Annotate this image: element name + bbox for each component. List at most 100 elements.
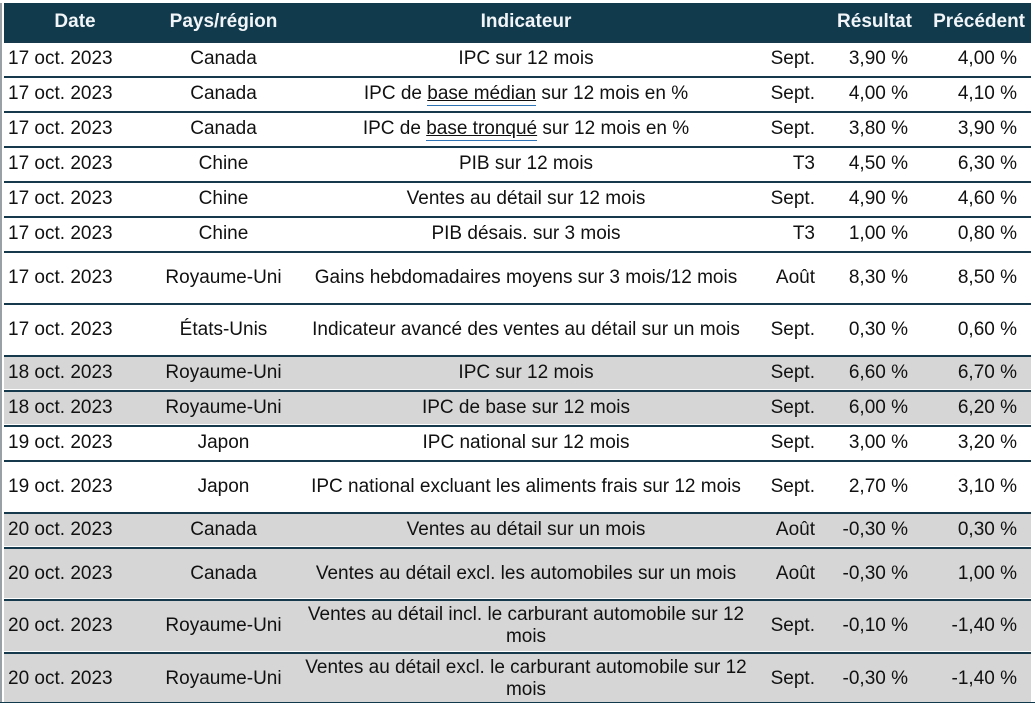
cell-result: -0,30 % (823, 547, 918, 600)
cell-indicator: IPC national excluant les aliments frais… (301, 460, 751, 513)
cell-previous: 8,50 % (918, 251, 1031, 304)
cell-result: 0,30 % (823, 303, 918, 356)
table-body: 17 oct. 2023 Canada IPC sur 12 mois Sept. 3,… (4, 41, 1031, 703)
cell-date: 17 oct. 2023 (4, 216, 146, 252)
cell-date: 17 oct. 2023 (4, 111, 146, 147)
cell-date: 20 oct. 2023 (4, 599, 146, 653)
table-row: 17 oct. 2023 Canada IPC de base médian sur… (4, 76, 1031, 112)
cell-period: Sept. (751, 651, 823, 703)
cell-period: Sept. (751, 425, 823, 461)
indicator-link[interactable]: base tronqué (426, 118, 538, 142)
cell-region: Canada (146, 512, 301, 548)
cell-indicator: IPC de base sur 12 mois (301, 390, 751, 426)
cell-region: États-Unis (146, 303, 301, 356)
cell-previous: 0,80 % (918, 216, 1031, 252)
cell-result: 3,00 % (823, 425, 918, 461)
cell-result: 3,90 % (823, 41, 918, 77)
cell-date: 17 oct. 2023 (4, 146, 146, 182)
cell-previous: 6,30 % (918, 146, 1031, 182)
cell-period: Août (751, 547, 823, 600)
cell-indicator: Ventes au détail sur un mois (301, 512, 751, 548)
cell-date: 19 oct. 2023 (4, 425, 146, 461)
cell-date: 18 oct. 2023 (4, 390, 146, 426)
cell-result: 6,60 % (823, 355, 918, 391)
cell-previous: 3,20 % (918, 425, 1031, 461)
cell-previous: 3,10 % (918, 460, 1031, 513)
cell-period: Sept. (751, 599, 823, 653)
cell-date: 20 oct. 2023 (4, 651, 146, 703)
table-row: 19 oct. 2023 Japon IPC national sur 12 moi… (4, 425, 1031, 461)
cell-date: 17 oct. 2023 (4, 303, 146, 356)
cell-region: Chine (146, 216, 301, 252)
cell-result: 8,30 % (823, 251, 918, 304)
cell-result: -0,30 % (823, 512, 918, 548)
cell-indicator: IPC sur 12 mois (301, 41, 751, 77)
cell-period: Sept. (751, 390, 823, 426)
cell-indicator: Ventes au détail excl. le carburant auto… (301, 651, 751, 703)
cell-date: 18 oct. 2023 (4, 355, 146, 391)
cell-previous: 6,70 % (918, 355, 1031, 391)
column-header-date: Date (4, 3, 146, 42)
cell-period: Sept. (751, 111, 823, 147)
column-header-indicator: Indicateur (301, 3, 751, 42)
column-header-result: Résultat (823, 3, 918, 42)
table-row: 17 oct. 2023 États-Unis Indicateur avancé … (4, 303, 1031, 356)
table-row: 18 oct. 2023 Royaume-Uni IPC de base sur 1… (4, 390, 1031, 426)
cell-previous: 6,20 % (918, 390, 1031, 426)
table-row: 19 oct. 2023 Japon IPC national excluant l… (4, 460, 1031, 513)
page-left-edge (0, 3, 2, 703)
table-row: 20 oct. 2023 Canada Ventes au détail sur u… (4, 512, 1031, 548)
cell-date: 17 oct. 2023 (4, 41, 146, 77)
cell-period: Sept. (751, 41, 823, 77)
cell-indicator: Ventes au détail excl. les automobiles s… (301, 547, 751, 600)
table-row: 17 oct. 2023 Royaume-Uni Gains hebdomadair… (4, 251, 1031, 304)
cell-indicator: IPC sur 12 mois (301, 355, 751, 391)
cell-region: Canada (146, 111, 301, 147)
cell-result: -0,30 % (823, 651, 918, 703)
cell-previous: 1,00 % (918, 547, 1031, 600)
cell-period: Août (751, 512, 823, 548)
cell-previous: 3,90 % (918, 111, 1031, 147)
cell-date: 20 oct. 2023 (4, 512, 146, 548)
cell-previous: -1,40 % (918, 651, 1031, 703)
cell-region: Royaume-Uni (146, 390, 301, 426)
table-row: 17 oct. 2023 Canada IPC sur 12 mois Sept. 3,… (4, 41, 1031, 77)
indicator-link[interactable]: base médian (427, 83, 537, 107)
cell-result: 4,50 % (823, 146, 918, 182)
cell-region: Royaume-Uni (146, 651, 301, 703)
cell-period: T3 (751, 146, 823, 182)
cell-region: Chine (146, 146, 301, 182)
cell-period: Août (751, 251, 823, 304)
cell-indicator: Ventes au détail incl. le carburant auto… (301, 599, 751, 653)
cell-region: Royaume-Uni (146, 599, 301, 653)
table-row: 17 oct. 2023 Chine PIB désais. sur 3 mois T… (4, 216, 1031, 252)
cell-period: Sept. (751, 355, 823, 391)
table-row: 17 oct. 2023 Canada IPC de base tronqué su… (4, 111, 1031, 147)
cell-region: Japon (146, 425, 301, 461)
cell-period: Sept. (751, 181, 823, 217)
table-row: 17 oct. 2023 Chine Ventes au détail sur 12… (4, 181, 1031, 217)
cell-period: Sept. (751, 303, 823, 356)
cell-date: 20 oct. 2023 (4, 547, 146, 600)
cell-result: -0,10 % (823, 599, 918, 653)
cell-region: Royaume-Uni (146, 251, 301, 304)
cell-region: Japon (146, 460, 301, 513)
cell-region: Canada (146, 41, 301, 77)
cell-indicator: PIB désais. sur 3 mois (301, 216, 751, 252)
cell-period: Sept. (751, 460, 823, 513)
cell-previous: 4,60 % (918, 181, 1031, 217)
cell-date: 17 oct. 2023 (4, 181, 146, 217)
table-row: 20 oct. 2023 Royaume-Uni Ventes au détail … (4, 651, 1031, 703)
cell-indicator: IPC de base médian sur 12 mois en % (301, 76, 751, 112)
cell-region: Chine (146, 181, 301, 217)
cell-date: 19 oct. 2023 (4, 460, 146, 513)
cell-region: Royaume-Uni (146, 355, 301, 391)
column-header-previous: Précédent (918, 3, 1031, 42)
cell-result: 6,00 % (823, 390, 918, 426)
cell-indicator: IPC de base tronqué sur 12 mois en % (301, 111, 751, 147)
cell-previous: 0,60 % (918, 303, 1031, 356)
cell-result: 4,00 % (823, 76, 918, 112)
cell-indicator: Gains hebdomadaires moyens sur 3 mois/12… (301, 251, 751, 304)
cell-date: 17 oct. 2023 (4, 251, 146, 304)
table-row: 18 oct. 2023 Royaume-Uni IPC sur 12 mois Se… (4, 355, 1031, 391)
